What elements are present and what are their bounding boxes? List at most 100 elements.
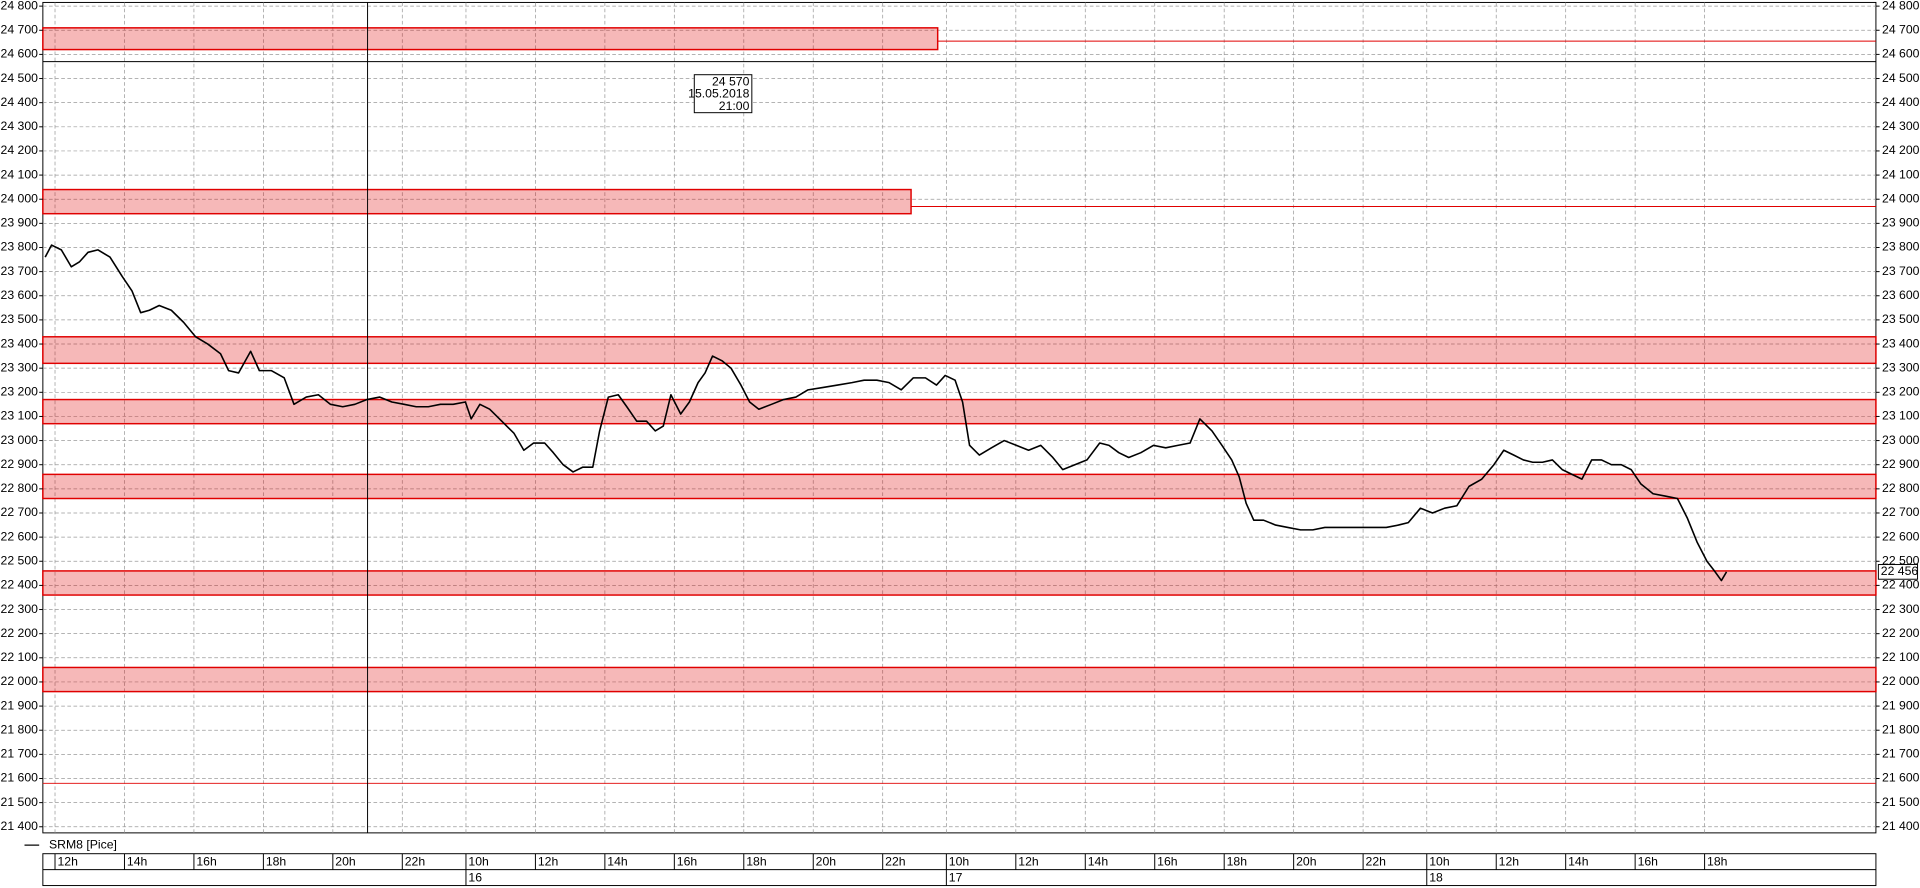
x-tick-label: 10h <box>1429 855 1450 869</box>
y-tick-label-right: 22 000 <box>1882 674 1920 688</box>
x-tick-label: 20h <box>335 855 356 869</box>
day-tick-label: 17 <box>949 870 963 884</box>
y-tick-label-right: 23 400 <box>1882 336 1920 350</box>
y-tick-label-right: 23 200 <box>1882 385 1920 399</box>
y-tick-label-right: 23 800 <box>1882 240 1920 254</box>
y-tick-label: 21 600 <box>1 771 39 785</box>
y-tick-label: 21 700 <box>1 747 39 761</box>
y-tick-label: 21 400 <box>1 819 39 833</box>
y-tick-label-right: 21 800 <box>1882 722 1920 736</box>
y-tick-label-right: 22 500 <box>1882 553 1920 567</box>
y-tick-label: 23 600 <box>1 288 39 302</box>
y-tick-label-right: 24 600 <box>1882 47 1920 61</box>
y-tick-label-right: 22 300 <box>1882 602 1920 616</box>
tooltip-box <box>693 74 753 114</box>
y-tick-label-right: 23 600 <box>1882 288 1920 302</box>
y-tick-label: 23 100 <box>1 409 39 423</box>
y-tick-label: 21 900 <box>1 698 39 712</box>
y-tick-label: 23 500 <box>1 312 39 326</box>
y-tick-label-right: 23 900 <box>1882 216 1920 230</box>
y-tick-label: 22 900 <box>1 457 39 471</box>
x-tick-label: 14h <box>1088 855 1109 869</box>
x-tick-label: 10h <box>949 855 970 869</box>
y-tick-label: 22 600 <box>1 529 39 543</box>
y-tick-label-right: 24 200 <box>1882 143 1920 157</box>
x-tick-label: 16h <box>196 855 217 869</box>
plot-area <box>42 1 1877 834</box>
x-tick-label: 18h <box>1707 855 1728 869</box>
last-value-label: 22 456 <box>1881 564 1919 578</box>
x-tick-label: 14h <box>1568 855 1589 869</box>
y-tick-label-right: 22 900 <box>1882 457 1920 471</box>
y-tick-label-right: 22 800 <box>1882 481 1920 495</box>
x-tick-label: 20h <box>1296 855 1317 869</box>
y-tick-label-right: 24 800 <box>1882 0 1920 12</box>
y-tick-label: 22 300 <box>1 602 39 616</box>
x-tick-label: 20h <box>816 855 837 869</box>
y-tick-label-right: 21 500 <box>1882 795 1920 809</box>
x-tick-label: 16h <box>1157 855 1178 869</box>
y-tick-label: 24 300 <box>1 119 39 133</box>
x-tick-label: 10h <box>468 855 489 869</box>
y-tick-label: 23 800 <box>1 240 39 254</box>
y-tick-label-right: 24 300 <box>1882 119 1920 133</box>
x-tick-label: 22h <box>1366 855 1387 869</box>
zone <box>42 27 939 51</box>
y-tick-label: 24 800 <box>1 0 39 12</box>
zone <box>42 473 1877 500</box>
y-tick-label-right: 24 400 <box>1882 95 1920 109</box>
y-tick-label-right: 22 400 <box>1882 578 1920 592</box>
y-tick-label: 23 000 <box>1 433 39 447</box>
y-tick-label-right: 22 600 <box>1882 529 1920 543</box>
y-tick-label: 21 500 <box>1 795 39 809</box>
x-tick-label: 18h <box>1227 855 1248 869</box>
y-tick-label-right: 24 000 <box>1882 191 1920 205</box>
x-tick-label: 18h <box>746 855 767 869</box>
y-tick-label: 24 700 <box>1 22 39 36</box>
price-line <box>44 244 1728 582</box>
y-tick-label: 22 700 <box>1 505 39 519</box>
x-tick-label: 22h <box>885 855 906 869</box>
legend-label: SRM8 [Pice] <box>49 837 117 851</box>
y-tick-label-right: 22 200 <box>1882 626 1920 640</box>
y-tick-label: 23 900 <box>1 216 39 230</box>
day-tick-label: 18 <box>1429 870 1443 884</box>
y-tick-label: 24 500 <box>1 71 39 85</box>
y-tick-label-right: 22 100 <box>1882 650 1920 664</box>
y-tick-label: 24 100 <box>1 167 39 181</box>
tooltip-price: 24 570 <box>712 74 750 88</box>
y-tick-label: 23 200 <box>1 385 39 399</box>
x-tick-label: 16h <box>1638 855 1659 869</box>
y-tick-label: 22 200 <box>1 626 39 640</box>
y-tick-label-right: 21 700 <box>1882 747 1920 761</box>
y-tick-label: 24 000 <box>1 191 39 205</box>
x-tick-label: 12h <box>538 855 559 869</box>
x-tick-label: 22h <box>405 855 426 869</box>
y-tick-label: 23 300 <box>1 360 39 374</box>
y-tick-label: 21 800 <box>1 722 39 736</box>
y-tick-label-right: 24 500 <box>1882 71 1920 85</box>
x-tick-label: 14h <box>127 855 148 869</box>
x-tick-label: 14h <box>607 855 628 869</box>
x-tick-label: 12h <box>57 855 78 869</box>
y-tick-label-right: 22 700 <box>1882 505 1920 519</box>
y-tick-label-right: 23 500 <box>1882 312 1920 326</box>
zone <box>42 398 1877 425</box>
y-tick-label: 22 800 <box>1 481 39 495</box>
tooltip-date: 15.05.2018 <box>688 87 749 101</box>
y-tick-label: 23 700 <box>1 264 39 278</box>
y-tick-label: 22 500 <box>1 553 39 567</box>
y-tick-label: 22 100 <box>1 650 39 664</box>
zone <box>42 666 1877 693</box>
y-tick-label-right: 23 100 <box>1882 409 1920 423</box>
y-tick-label-right: 24 700 <box>1882 22 1920 36</box>
zone <box>42 570 1877 596</box>
y-tick-label: 24 200 <box>1 143 39 157</box>
x-tick-label: 12h <box>1018 855 1039 869</box>
y-tick-label-right: 23 000 <box>1882 433 1920 447</box>
tooltip-time: 21:00 <box>719 99 750 113</box>
y-tick-label-right: 24 100 <box>1882 167 1920 181</box>
y-tick-label: 24 400 <box>1 95 39 109</box>
day-tick-label: 16 <box>468 870 482 884</box>
